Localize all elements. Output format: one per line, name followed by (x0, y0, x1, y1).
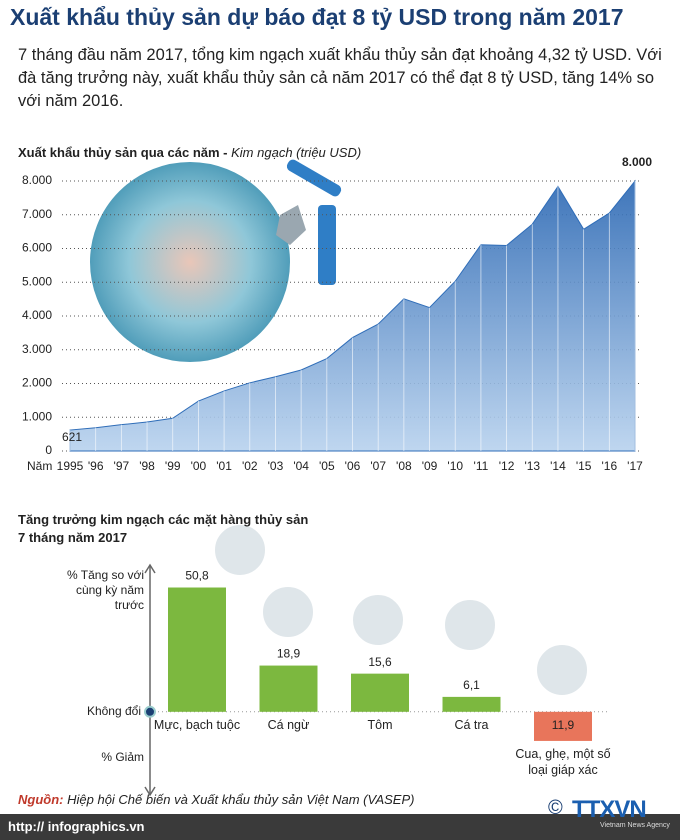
chart-1-title: Xuất khẩu thủy sản qua các năm - Kim ngạ… (18, 145, 361, 160)
chart-2-title: Tăng trưởng kim ngạch các mặt hàng thủy … (18, 511, 308, 547)
value-label: 6,1 (463, 678, 480, 692)
x-tick-label: '06 (345, 459, 361, 473)
x-tick-label: Cá tra (454, 717, 489, 732)
source-label: Nguồn: (18, 792, 64, 807)
crane-decoration (276, 159, 342, 285)
footer-bar (0, 814, 680, 840)
y-axis-label-bottom: % Giảm (101, 750, 144, 764)
x-tick-label: '04 (293, 459, 309, 473)
x-tick-label: '03 (268, 459, 284, 473)
photo-decoration (86, 158, 294, 366)
bar (259, 665, 318, 712)
x-tick-label: '16 (601, 459, 617, 473)
x-tick-label: Tôm (367, 717, 393, 732)
intro: 7 tháng đầu năm 2017, tổng kim ngạch xuấ… (18, 46, 662, 110)
x-tick-label: '08 (396, 459, 412, 473)
product-photo (261, 585, 315, 639)
value-label: 621 (62, 430, 82, 444)
x-tick-label: Cua, ghẹ, một số loại giáp xác (515, 746, 611, 777)
chart-subtitle: 7 tháng năm 2017 (18, 530, 128, 545)
bar (534, 711, 592, 741)
zero-marker (144, 705, 156, 718)
value-label: 15,6 (368, 655, 392, 669)
x-tick-label: '13 (524, 459, 540, 473)
y-tick-label: 5.000 (22, 274, 52, 288)
x-tick-label: Mực, bạch tuộc (153, 717, 241, 732)
logo-subtitle: Vietnam News Agency (600, 822, 670, 829)
y-axis-label-top: % Tăng so với cùng kỳ năm trước (66, 568, 144, 612)
chart-title: Xuất khẩu thủy sản qua các năm - (18, 145, 232, 160)
chart-title: Tăng trưởng kim ngạch các mặt hàng thủy … (18, 512, 309, 527)
bar (442, 696, 501, 712)
x-axis-label: Năm (27, 459, 52, 473)
x-tick-label: '09 (422, 459, 438, 473)
y-tick-label: 2.000 (22, 376, 52, 390)
chart-subtitle: Kim ngạch (triệu USD) (231, 145, 362, 160)
page-title: Xuất khẩu thủy sản dự báo đạt 8 tỷ USD t… (10, 4, 624, 30)
x-tick-label: '11 (474, 459, 489, 473)
x-tick-label: '17 (627, 459, 643, 473)
y-tick-label: 4.000 (22, 308, 52, 322)
product-photo (535, 643, 589, 697)
x-tick-label: '05 (319, 459, 335, 473)
website: http:// infographics.vn (8, 819, 145, 834)
axis-arrow (144, 563, 156, 574)
product-photo (351, 593, 405, 647)
value-label: 8.000 (622, 155, 652, 169)
x-tick-label: '15 (576, 459, 592, 473)
x-tick-label: '07 (370, 459, 386, 473)
x-tick-label: '01 (216, 459, 232, 473)
x-tick-label: '14 (550, 459, 566, 473)
copyright: © (548, 797, 563, 819)
y-tick-label: 3.000 (22, 342, 52, 356)
value-label: 18,9 (277, 647, 301, 661)
value-label: 11,9 (552, 718, 575, 732)
x-tick-label: Cá ngừ (267, 717, 310, 732)
source: Hiệp hội Chế biến và Xuất khẩu thủy sản … (67, 792, 415, 807)
y-tick-label: 8.000 (22, 173, 52, 187)
x-tick-label: '98 (139, 459, 155, 473)
x-tick-label: '12 (499, 459, 515, 473)
x-tick-label: '96 (88, 459, 104, 473)
product-photo (443, 598, 497, 652)
x-tick-label: '97 (114, 459, 130, 473)
y-tick-label: 1.000 (22, 409, 52, 423)
value-label: 50,8 (185, 569, 209, 583)
axis-arrow (144, 786, 156, 797)
product-photo (213, 523, 267, 577)
x-tick-label: '02 (242, 459, 258, 473)
y-tick-label: 7.000 (22, 207, 52, 221)
y-tick-label: 0 (45, 443, 52, 457)
area (69, 179, 636, 452)
bar (168, 587, 226, 712)
y-tick-label: Không đổi (87, 704, 141, 718)
source-line: Nguồn: Hiệp hội Chế biến và Xuất khẩu th… (18, 792, 414, 807)
x-tick-label: '10 (447, 459, 463, 473)
x-tick-label: 1995 (57, 459, 84, 473)
bar (351, 673, 409, 712)
x-tick-label: '00 (191, 459, 207, 473)
x-tick-label: '99 (165, 459, 181, 473)
y-tick-label: 6.000 (22, 241, 52, 255)
logo: TTXVN (572, 796, 647, 823)
